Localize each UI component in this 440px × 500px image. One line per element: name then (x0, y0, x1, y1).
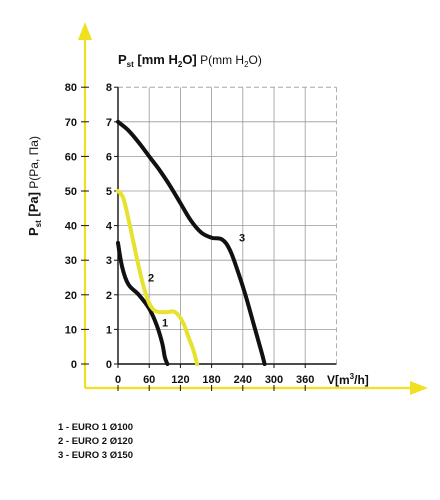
series-line-3 (116, 119, 267, 366)
mm-tick-label: 3 (106, 255, 112, 267)
mm-tick-label: 0 (106, 359, 112, 371)
pa-tick-label: 80 (65, 82, 77, 94)
pa-tick-label: 70 (65, 117, 77, 129)
mm-tick-label: 4 (106, 221, 113, 233)
pa-tick-label: 20 (65, 290, 77, 302)
chart-series (116, 119, 267, 366)
x-tick-label: 300 (265, 374, 283, 386)
x-arrow-head (410, 381, 428, 395)
chart-grid (118, 86, 337, 364)
x-tick-label: 240 (234, 374, 252, 386)
pa-tick-label: 10 (65, 324, 77, 336)
x-tick-label: 60 (143, 374, 155, 386)
y-axis-title-pa: Pst [Pa] P(Pa, Па) (26, 136, 43, 236)
x-tick-label: 360 (296, 374, 314, 386)
chart-axes (78, 22, 428, 395)
mm-tick-label: 6 (106, 151, 112, 163)
pa-tick-label: 60 (65, 151, 77, 163)
x-tick-label: 180 (202, 374, 220, 386)
legend-item-1: 1 - EURO 1 Ø100 (58, 422, 133, 433)
series-label-3: 3 (239, 233, 245, 245)
pa-tick-label: 30 (65, 255, 77, 267)
series-line-2 (116, 189, 199, 366)
pa-tick-label: 50 (65, 186, 77, 198)
mm-tick-label: 5 (106, 186, 112, 198)
chart-legend: 1 - EURO 1 Ø100 2 - EURO 2 Ø120 3 - EURO… (58, 421, 133, 463)
pa-tick-label: 40 (65, 221, 77, 233)
mm-tick-label: 7 (106, 117, 112, 129)
mm-tick-label: 8 (106, 82, 112, 94)
legend-item-2: 2 - EURO 2 Ø120 (58, 436, 133, 447)
mm-tick-label: 1 (106, 324, 112, 336)
y-arrow-head (78, 22, 92, 40)
x-tick-label: 120 (171, 374, 189, 386)
x-axis-title: V[m3/h] (327, 372, 369, 387)
chart-labels: 1 2 3 Pst [mm H2O] P(mm H2O) Pst [Pa] P(Pa, … (26, 52, 369, 387)
legend-item-3: 3 - EURO 3 Ø150 (58, 450, 133, 461)
mm-tick-label: 2 (106, 290, 112, 302)
series-line-1 (116, 240, 170, 366)
series-label-1: 1 (162, 317, 168, 329)
series-label-2: 2 (148, 273, 154, 285)
y-axis-title-mm: Pst [mm H2O] P(mm H2O) (118, 52, 262, 69)
x-tick-label: 0 (115, 374, 121, 386)
pa-tick-label: 0 (71, 359, 77, 371)
